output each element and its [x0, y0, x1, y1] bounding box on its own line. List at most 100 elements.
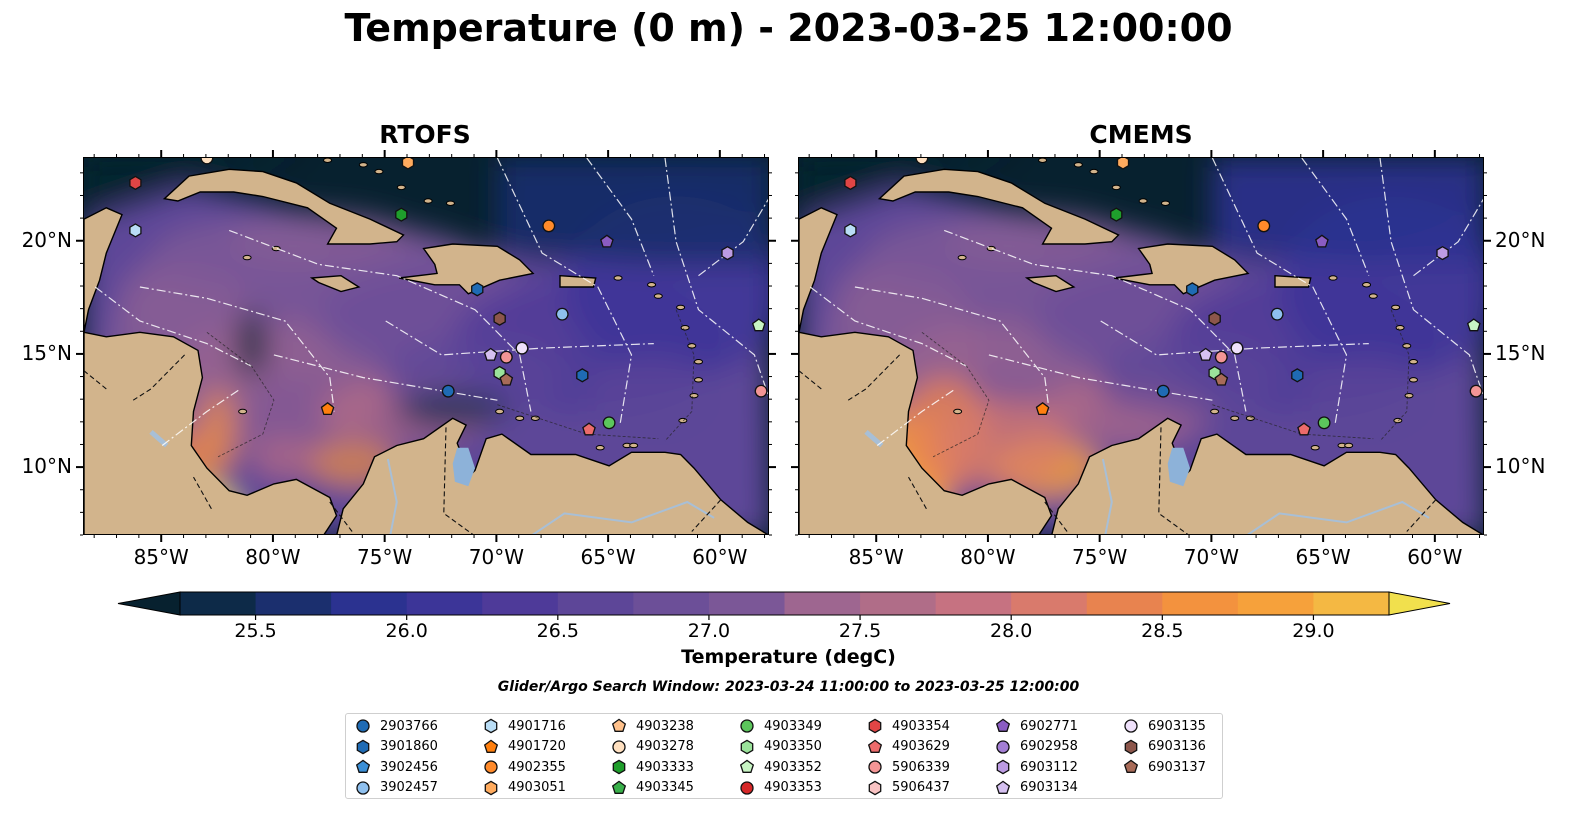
legend-item: 4903349 — [738, 716, 822, 736]
colorbar-segment — [1086, 592, 1163, 615]
float-marker-6903137 — [1214, 372, 1229, 386]
legend-item: 4901720 — [482, 737, 566, 757]
legend-label: 4903349 — [764, 718, 822, 734]
legend-item: 4903345 — [610, 778, 694, 798]
lon-tick-label: 70°W — [468, 545, 524, 569]
figure-title: Temperature (0 m) - 2023-03-25 12:00:00 — [344, 6, 1233, 50]
colorbar-tick-label: 26.0 — [385, 620, 428, 642]
legend-label: 5906437 — [892, 780, 950, 795]
colorbar-segment — [406, 592, 483, 615]
legend-item: 2903766 — [354, 716, 438, 736]
lat-tick-label: 20°N — [1495, 227, 1546, 252]
legend-label: 4901720 — [508, 739, 566, 754]
eez-boundaries — [809, 158, 1483, 446]
float-marker-4901720 — [1035, 401, 1050, 416]
lon-tick-label: 70°W — [1183, 545, 1239, 569]
legend-label: 4903333 — [636, 759, 694, 775]
lon-tick-label: 80°W — [245, 545, 301, 569]
colorbar-tick-label: 29.0 — [1292, 620, 1335, 642]
pentagon-marker-icon — [1123, 759, 1139, 773]
legend-marker — [1124, 719, 1138, 733]
map-panel-rtofs — [83, 157, 769, 535]
legend-label: 4903345 — [636, 780, 694, 795]
float-marker-3901860 — [1291, 368, 1304, 383]
lon-tick-label: 85°W — [848, 545, 904, 569]
legend-label: 3901860 — [380, 739, 438, 754]
pentagon-marker-icon — [739, 759, 755, 773]
legend-item: 6902958 — [994, 737, 1078, 757]
legend-marker — [355, 759, 371, 773]
circle-marker-icon — [356, 719, 370, 733]
legend-item: 4903352 — [738, 757, 822, 777]
float-marker-4903629 — [1297, 422, 1311, 436]
colorbar-segment — [633, 592, 710, 615]
circle-marker-icon — [868, 760, 882, 774]
legend-marker — [740, 739, 754, 754]
legend-marker — [611, 718, 627, 732]
legend-label: 6903137 — [1148, 759, 1206, 775]
float-marker-3902457 — [1270, 307, 1284, 321]
axis-ticks — [76, 150, 1491, 542]
circle-marker-icon — [740, 719, 754, 733]
legend-item: 6903112 — [994, 757, 1078, 777]
lon-tick-label: 80°W — [960, 545, 1016, 569]
legend-item: 6903137 — [1122, 757, 1206, 777]
float-marker-5906339 — [754, 384, 768, 398]
float-marker-6903134 — [1198, 347, 1213, 361]
float-marker-6903137 — [499, 372, 514, 386]
lon-tick-label: 75°W — [357, 545, 413, 569]
float-marker-6902771 — [1315, 234, 1329, 248]
circle-marker-icon — [484, 760, 498, 774]
float-marker-4903051 — [401, 158, 415, 170]
legend-marker — [612, 739, 626, 754]
legend-marker — [740, 780, 754, 795]
hexagon-marker-icon — [868, 780, 882, 795]
legend-label: 4903354 — [892, 718, 950, 734]
colorbar-tick-label: 25.5 — [234, 620, 277, 642]
lon-tick-label: 65°W — [580, 545, 636, 569]
float-marker-4902355 — [542, 219, 556, 233]
lat-tick-label: 20°N — [21, 227, 72, 252]
float-marker-4902355 — [1257, 219, 1271, 233]
float-marker-6903135 — [1230, 341, 1244, 355]
float-markers — [129, 158, 768, 436]
float-marker-4903349 — [1317, 416, 1331, 430]
legend-item: 4903354 — [866, 716, 950, 736]
circle-marker-icon — [356, 780, 370, 795]
map-panel-cmems — [798, 157, 1484, 535]
lon-tick-label: 75°W — [1072, 545, 1128, 569]
float-markers — [844, 158, 1483, 436]
legend-label: 4903350 — [764, 739, 822, 754]
panel-title-cmems: CMEMS — [1089, 120, 1193, 149]
hexagon-marker-icon — [1124, 739, 1138, 754]
legend-item: 6902771 — [994, 716, 1078, 736]
lat-tick-label: 10°N — [21, 454, 72, 479]
landmass — [84, 168, 768, 534]
colorbar-segment — [860, 592, 937, 615]
lon-tick-label: 60°W — [692, 545, 748, 569]
float-marker-6903135 — [515, 341, 529, 355]
legend-marker — [996, 759, 1010, 775]
float-marker-4901716 — [844, 223, 857, 238]
legend-label: 6903136 — [1148, 739, 1206, 754]
float-marker-4903354 — [129, 175, 142, 191]
legend-item: 3902456 — [354, 757, 438, 777]
legend-label: 6903135 — [1148, 718, 1206, 734]
float-marker-4903278 — [915, 158, 929, 165]
legend-item: 5906339 — [866, 757, 950, 777]
float-marker-4903333 — [395, 207, 408, 222]
legend-marker — [356, 719, 370, 733]
legend-marker — [868, 718, 882, 734]
float-marker-3901860 — [1186, 282, 1199, 297]
circle-marker-icon — [1124, 719, 1138, 733]
colorbar-tick-label: 27.5 — [838, 620, 882, 642]
float-marker-5906339 — [499, 350, 513, 364]
colorbar-segment — [255, 592, 332, 615]
legend-marker — [867, 739, 883, 753]
float-marker-6903136 — [1208, 311, 1221, 326]
float-marker-4903051 — [1116, 158, 1130, 170]
pentagon-marker-icon — [611, 718, 627, 732]
colorbar-segment — [1237, 592, 1315, 615]
legend-item: 6903136 — [1122, 737, 1206, 757]
legend-marker — [612, 759, 626, 775]
